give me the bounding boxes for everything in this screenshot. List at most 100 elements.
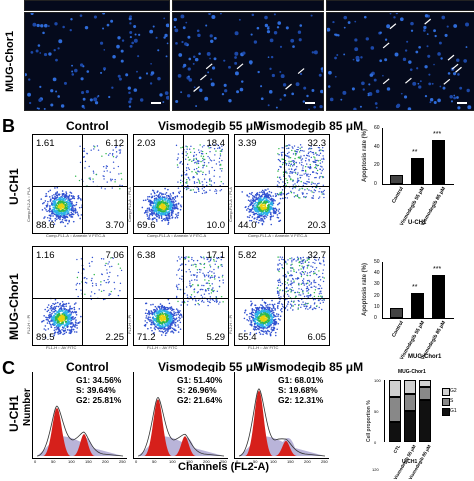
event-dot	[108, 276, 109, 277]
event-dot	[280, 167, 281, 168]
event-dot	[215, 150, 216, 151]
event-dot	[187, 304, 188, 305]
nucleus	[433, 29, 436, 32]
event-dot	[66, 198, 68, 200]
event-dot	[187, 301, 188, 302]
event-dot	[268, 310, 270, 312]
event-dot	[154, 206, 156, 208]
event-dot	[188, 177, 189, 178]
nucleus	[280, 98, 282, 100]
event-dot	[187, 164, 188, 165]
quadrant-percent-ur: 32.3	[308, 138, 327, 149]
category-label: Control	[391, 320, 405, 338]
event-dot	[279, 280, 280, 281]
nucleus	[55, 91, 57, 93]
y-tick-label: 0	[374, 440, 376, 445]
event-dot	[300, 177, 301, 178]
quadrant-percent-lr: 5.29	[207, 332, 226, 343]
event-dot	[287, 193, 288, 194]
event-dot	[74, 324, 76, 326]
event-dot	[201, 155, 202, 156]
event-dot	[300, 307, 301, 308]
event-dot	[304, 183, 305, 184]
quadrant-gate-horizontal	[235, 298, 329, 299]
event-dot	[146, 315, 148, 317]
event-dot	[293, 153, 294, 154]
event-dot	[117, 275, 118, 276]
event-dot	[251, 303, 253, 305]
event-dot	[294, 158, 295, 159]
event-dot	[43, 315, 45, 317]
event-dot	[287, 279, 288, 280]
event-dot	[253, 213, 255, 215]
event-dot	[165, 311, 167, 313]
event-dot	[299, 265, 300, 266]
event-dot	[173, 311, 175, 313]
event-dot	[295, 153, 296, 154]
event-dot	[154, 329, 156, 331]
event-dot	[55, 319, 57, 321]
nucleus	[117, 36, 120, 39]
event-dot	[257, 192, 259, 194]
event-dot	[161, 212, 163, 214]
event-dot	[256, 316, 258, 318]
event-dot	[178, 284, 179, 285]
event-dot	[113, 156, 114, 157]
event-dot	[317, 183, 318, 184]
event-dot	[305, 196, 306, 197]
event-dot	[180, 209, 182, 211]
event-dot	[178, 319, 180, 321]
event-dot	[252, 309, 254, 311]
event-dot	[190, 271, 191, 272]
event-dot	[86, 153, 87, 154]
event-dot	[175, 200, 177, 202]
event-dot	[167, 307, 169, 309]
event-dot	[62, 303, 64, 305]
event-dot	[198, 180, 199, 181]
arrow-marker	[452, 64, 458, 69]
event-dot	[206, 165, 207, 166]
quadrant-percent-ur: 7.06	[106, 250, 125, 261]
event-dot	[78, 195, 80, 197]
event-dot	[247, 208, 249, 210]
event-dot	[184, 257, 185, 258]
event-dot	[157, 315, 159, 317]
event-dot	[269, 209, 271, 211]
event-dot	[76, 325, 78, 327]
event-dot	[281, 191, 282, 192]
event-dot	[160, 331, 162, 333]
event-dot	[197, 171, 198, 172]
event-dot	[53, 201, 55, 203]
nucleus	[403, 58, 406, 61]
event-dot	[294, 145, 295, 146]
event-dot	[167, 223, 169, 225]
event-dot	[262, 321, 264, 323]
event-dot	[290, 280, 291, 281]
nucleus	[376, 107, 378, 109]
event-dot	[167, 315, 169, 317]
nucleus	[424, 65, 427, 68]
event-dot	[70, 333, 72, 335]
event-dot	[76, 259, 77, 260]
event-dot	[314, 307, 315, 308]
event-dot	[204, 165, 205, 166]
event-dot	[168, 299, 170, 301]
event-dot	[79, 283, 80, 284]
event-dot	[318, 160, 319, 161]
event-dot	[61, 329, 63, 331]
event-dot	[94, 293, 95, 294]
event-dot	[100, 284, 101, 285]
event-dot	[95, 283, 96, 284]
event-dot	[209, 302, 210, 303]
event-dot	[188, 167, 189, 168]
nucleus	[437, 99, 441, 103]
nucleus	[437, 52, 441, 56]
event-dot	[177, 324, 179, 326]
event-dot	[288, 295, 289, 296]
nucleus	[188, 76, 190, 78]
event-dot	[208, 290, 209, 291]
nucleus	[415, 51, 418, 54]
event-dot	[205, 174, 206, 175]
event-dot	[196, 275, 197, 276]
